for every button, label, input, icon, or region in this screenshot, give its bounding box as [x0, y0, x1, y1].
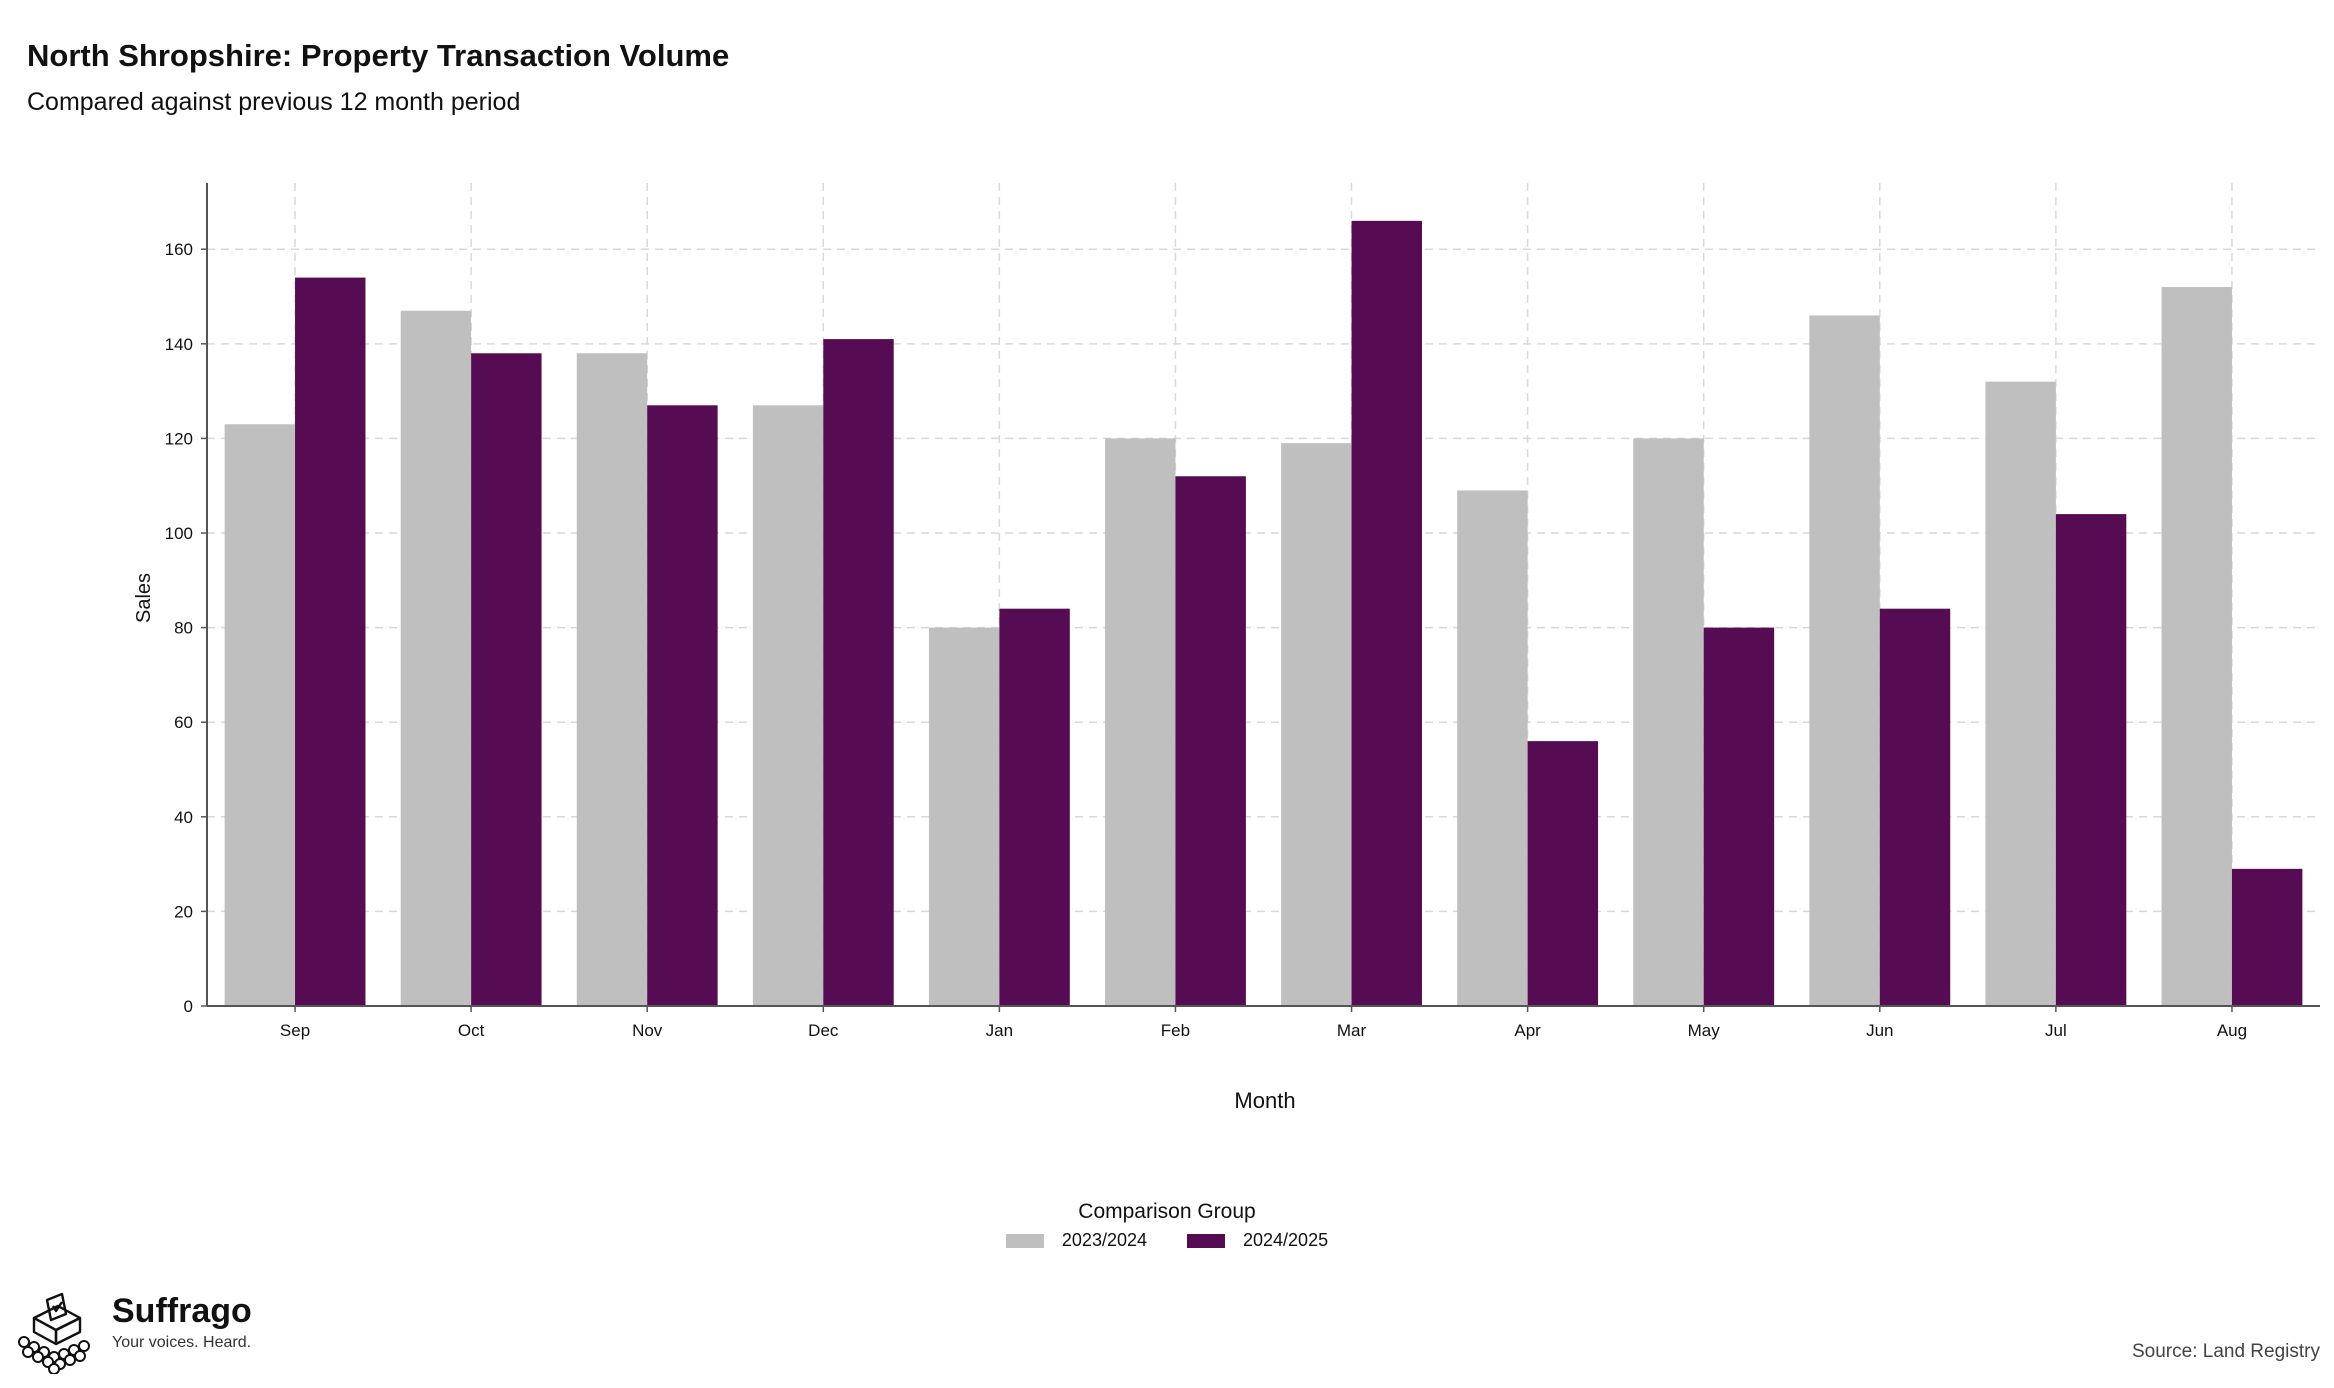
x-tick-label-jan: Jan [986, 1021, 1013, 1040]
x-tick-label-feb: Feb [1161, 1021, 1190, 1040]
y-tick-label: 40 [174, 808, 193, 827]
brand-name: Suffrago [112, 1292, 252, 1330]
bar-jul-series-1 [1985, 381, 2056, 1007]
x-tick-label-aug: Aug [2217, 1021, 2247, 1040]
bar-oct-series-2 [471, 353, 542, 1006]
bar-apr-series-1 [1457, 490, 1528, 1007]
bar-may-series-1 [1633, 438, 1704, 1006]
y-tick-label: 120 [165, 429, 193, 448]
legend-item-series-1: 2023/2024 [1005, 1230, 1147, 1251]
axes [206, 183, 2320, 1007]
chart-subtitle: Compared against previous 12 month perio… [27, 88, 521, 116]
y-tick-label: 100 [165, 524, 193, 543]
source-note: Source: Land Registry [2132, 1341, 2320, 1362]
y-tick-label: 160 [165, 240, 193, 259]
x-tick-label-jun: Jun [1866, 1021, 1893, 1040]
bar-aug-series-2 [2231, 868, 2303, 1006]
bar-nov-series-1 [576, 353, 648, 1006]
bar-feb-series-2 [1175, 476, 1246, 1006]
y-tick-label: 0 [184, 997, 193, 1016]
y-tick-label: 80 [174, 619, 193, 638]
bar-sep-series-1 [224, 424, 296, 1007]
x-tick-label-jul: Jul [2045, 1021, 2067, 1040]
x-tick-labels: Sep Oct Nov Dec Jan Feb Mar Apr May Jun Jul Aug [280, 1006, 2247, 1040]
x-axis-title: Month [1234, 1088, 1295, 1113]
y-tick-label: 60 [174, 713, 193, 732]
bar-jun-series-2 [1879, 608, 1951, 1006]
bar-feb-series-1 [1105, 438, 1176, 1006]
bar-dec-series-2 [823, 339, 894, 1007]
x-tick-label-mar: Mar [1337, 1021, 1367, 1040]
bar-apr-series-2 [1527, 741, 1599, 1006]
legend-label: 2023/2024 [1061, 1230, 1147, 1250]
bar-dec-series-1 [752, 405, 824, 1007]
bar-may-series-2 [1703, 627, 1775, 1006]
bar-jan-series-2 [999, 608, 1070, 1006]
bar-nov-series-2 [647, 405, 718, 1007]
bar-mar-series-2 [1351, 220, 1422, 1006]
y-axis-title: Sales [133, 573, 155, 623]
x-tick-label-may: May [1688, 1021, 1721, 1040]
legend-title: Comparison Group [1078, 1200, 1256, 1223]
chart-title: North Shropshire: Property Transaction V… [27, 38, 730, 73]
bar-sep-series-2 [295, 277, 366, 1007]
legend-item-series-2: 2024/2025 [1187, 1230, 1328, 1251]
bar-jun-series-1 [1809, 315, 1880, 1006]
bar-jan-series-1 [928, 627, 1000, 1006]
bar-chart: 0 20 40 60 80 100 120 140 160 Sep Oct Nov Dec Jan Feb… [133, 183, 2320, 1113]
x-tick-label-oct: Oct [458, 1021, 485, 1040]
x-tick-label-sep: Sep [280, 1021, 310, 1040]
y-tick-labels: 0 20 40 60 80 100 120 140 160 [165, 240, 207, 1016]
x-tick-label-dec: Dec [808, 1021, 839, 1040]
bar-oct-series-1 [400, 310, 472, 1006]
legend-label: 2024/2025 [1243, 1230, 1329, 1250]
bar-mar-series-1 [1281, 443, 1352, 1006]
legend-items: 2023/2024 2024/2025 [1005, 1230, 1328, 1251]
y-tick-label: 20 [174, 902, 193, 921]
brand-tagline: Your voices. Heard. [112, 1334, 252, 1351]
brand-logo: Suffrago Your voices. Heard. [14, 1292, 252, 1374]
x-tick-label-apr: Apr [1514, 1021, 1541, 1040]
legend-swatch [1005, 1233, 1044, 1248]
ballot-box-icon [18, 1292, 90, 1374]
y-tick-label: 140 [165, 335, 193, 354]
x-tick-label-nov: Nov [632, 1021, 663, 1040]
bar-jul-series-2 [2055, 514, 2127, 1006]
bars [224, 220, 2303, 1007]
legend-swatch [1187, 1233, 1225, 1248]
bar-aug-series-1 [2161, 287, 2232, 1006]
legend: Comparison Group 2023/2024 2024/2025 [0, 1200, 2334, 1253]
